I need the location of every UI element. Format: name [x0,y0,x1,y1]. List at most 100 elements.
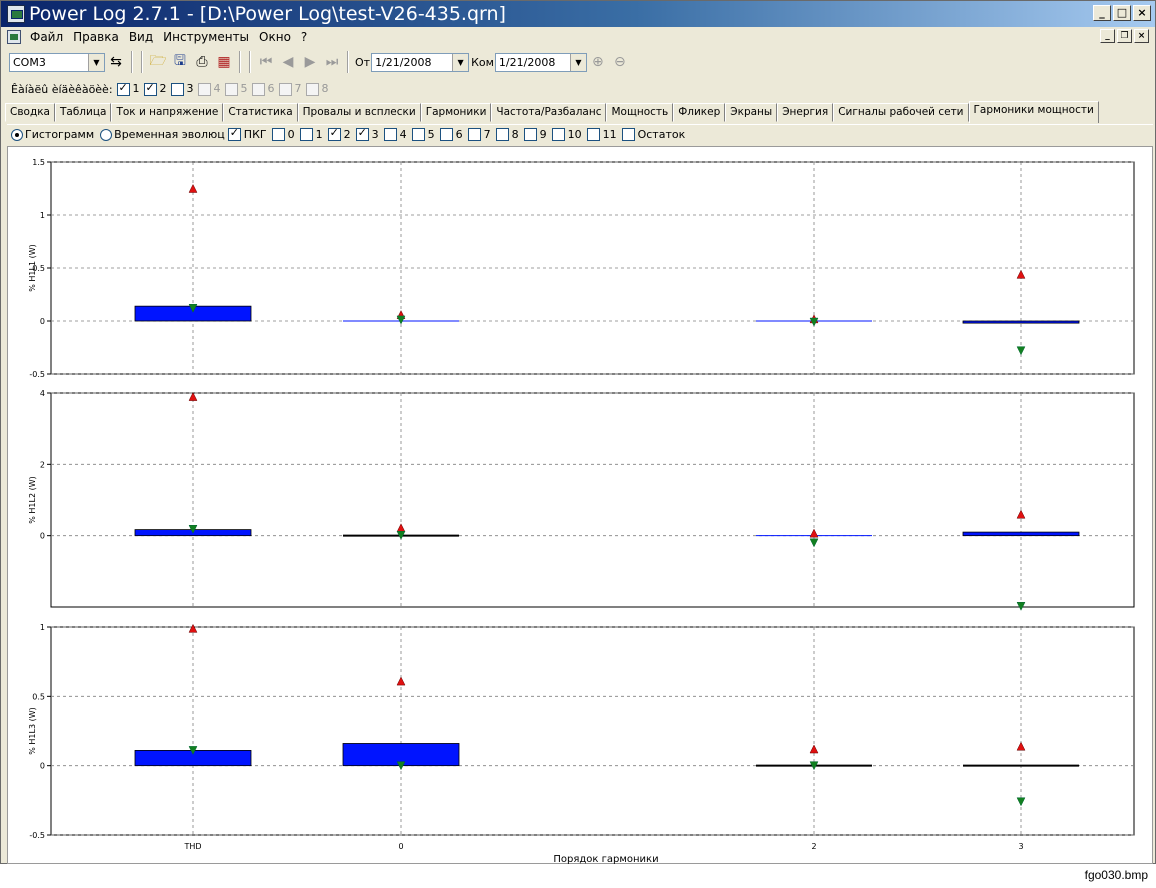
channels-toolbar: Êàíàëû èíäèêàöèè: 1 2 3 4 5 6 7 8 [1,79,1155,99]
zoom-out-icon[interactable]: ⊖ [614,54,626,70]
channel-label: 2 [159,82,167,96]
chevron-down-icon[interactable]: ▼ [569,53,586,71]
harmonic-checkbox[interactable] [495,128,509,141]
next-record-icon[interactable]: ▶ [304,54,316,70]
channel-label: 8 [321,82,329,96]
y-axis-label: % H1L1 (W) [28,244,37,292]
min-marker [809,538,819,548]
previous-record-icon[interactable]: ◀ [282,54,294,70]
close-icon[interactable]: × [1133,5,1151,21]
tab[interactable]: Ток и напряжение [111,103,224,122]
menu-edit[interactable]: Правка [73,30,119,44]
chevron-down-icon[interactable]: ▼ [88,53,104,71]
tab[interactable]: Мощность [606,103,674,122]
document-icon[interactable] [7,30,21,44]
harmonic-checkboxes: ПКГ 0 1 2 3 4 5 6 7 8 9 10 11 Остаток [227,126,689,141]
menu-tools[interactable]: Инструменты [163,30,250,44]
channel-list: 1 2 3 4 5 6 7 8 [116,81,332,96]
connect-icon[interactable]: ⇆ [110,54,122,70]
menu-window[interactable]: Окно [259,30,291,44]
harmonic-checkbox[interactable] [523,128,537,141]
menu-bar: Файл Правка Вид Инструменты Окно ? _ ❐ × [1,27,1155,47]
open-folder-icon[interactable]: 🗁 [149,53,167,69]
tab[interactable]: Провалы и всплески [297,103,421,122]
y-tick-label: 0 [40,532,45,541]
power-harmonics-chart: 1.510.50-0.5% H1L1 (W)420% H1L2 (W)10.50… [28,158,1135,865]
y-tick-label: 1.5 [32,158,45,167]
harmonic-checkbox[interactable] [271,128,285,141]
channel-label: 7 [294,82,302,96]
tab[interactable]: Гармоники мощности [968,101,1099,123]
doc-close-icon[interactable]: × [1134,29,1149,43]
doc-minimize-icon[interactable]: _ [1100,29,1115,43]
tab[interactable]: Сводка [5,103,55,122]
harmonic-checkbox[interactable] [327,126,341,141]
histogram-radio[interactable] [11,128,23,141]
max-marker [809,528,819,538]
max-marker [188,623,198,633]
y-axis-label: % H1L3 (W) [28,707,37,755]
print-icon[interactable]: ⎙ [196,54,208,70]
y-tick-label: 0.5 [32,264,45,273]
port-value: COM3 [13,55,46,69]
save-icon[interactable]: 🖫 [174,53,186,69]
tab[interactable]: Сигналы рабочей сети [833,103,969,122]
panel-frame [50,392,1135,608]
channel-checkbox[interactable] [170,82,184,96]
y-tick-label: 0 [40,317,45,326]
tab[interactable]: Экраны [725,103,778,122]
tab[interactable]: Энергия [777,103,834,122]
toolbar-separator [131,51,133,73]
harmonic-checkbox[interactable] [551,128,565,141]
channel-checkbox[interactable] [116,81,130,96]
tab[interactable]: Частота/Разбаланс [491,103,607,122]
toolbar-separator [249,51,251,73]
menu-help[interactable]: ? [300,30,308,44]
min-marker [1016,602,1026,611]
tab-strip: Сводка Таблица Ток и напряжение Статистика П… [5,101,1099,123]
tab[interactable]: Статистика [223,103,298,122]
min-marker [188,304,198,313]
time-evolution-radio[interactable] [100,128,113,141]
menu-file[interactable]: Файл [30,30,64,44]
doc-restore-icon[interactable]: ❐ [1117,29,1132,43]
harmonic-checkbox[interactable] [383,128,397,141]
harmonic-label: 6 [455,128,463,141]
window-controls: _ □ × [1093,5,1151,21]
harmonic-checkbox[interactable] [467,128,481,141]
harmonic-label: 9 [539,128,547,141]
minimize-icon[interactable]: _ [1093,5,1111,21]
harmonic-checkbox[interactable] [355,126,369,141]
harmonic-checkbox[interactable] [227,126,241,141]
harmonic-checkbox[interactable] [586,128,600,141]
port-select[interactable]: COM3 ▼ [9,52,105,72]
from-date-select[interactable]: 1/21/2008 ▼ [371,52,470,72]
menu-view[interactable]: Вид [128,30,154,44]
title-bar[interactable]: Power Log 2.7.1 - [D:\Power Log\test-V26… [1,1,1155,27]
harmonic-checkbox[interactable] [299,128,313,141]
to-date-select[interactable]: 1/21/2008 ▼ [494,52,587,72]
min-marker [396,315,406,325]
tab[interactable]: Таблица [54,103,112,122]
chevron-down-icon[interactable]: ▼ [452,53,469,71]
harmonic-checkbox[interactable] [439,128,453,141]
toolbar-separator [141,51,143,73]
harmonic-checkbox[interactable] [411,128,425,141]
max-marker [809,744,819,754]
zoom-in-icon[interactable]: ⊕ [592,54,604,70]
maximize-icon[interactable]: □ [1113,5,1131,21]
max-marker [1016,509,1026,519]
harmonic-label: 0 [287,128,295,141]
channel-checkbox[interactable] [143,81,157,96]
channel-label: 5 [240,82,248,96]
tab[interactable]: Фликер [673,103,726,122]
harmonic-label: 1 [315,128,323,141]
last-record-icon[interactable]: ⏭ [325,54,339,70]
channel-label: 6 [267,82,275,96]
harmonic-checkbox[interactable] [621,128,635,141]
channel-label: 3 [186,82,194,96]
tab[interactable]: Гармоники [420,103,492,122]
channel-checkbox [305,82,319,96]
export-icon[interactable]: ▦ [217,54,231,70]
first-record-icon[interactable]: ⏮ [259,54,273,70]
